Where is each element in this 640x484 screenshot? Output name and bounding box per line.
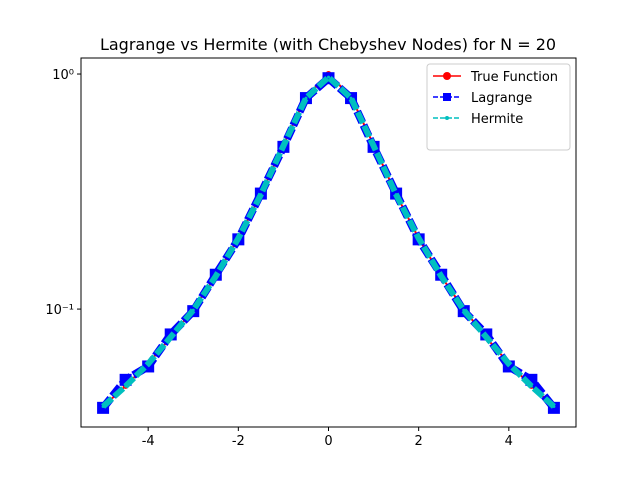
point (304, 96, 308, 100)
legend-marker (443, 93, 451, 101)
legend: True Function Lagrange Hermite (426, 63, 571, 151)
point (236, 236, 240, 240)
point (191, 308, 195, 312)
point (349, 96, 353, 100)
point (372, 144, 376, 148)
y-tick-label: 10⁰ (52, 68, 74, 83)
point (101, 405, 105, 409)
point (146, 362, 150, 366)
legend-label: True Function (470, 70, 558, 85)
x-tick-label: -2 (232, 434, 245, 449)
x-tick-label: 4 (505, 434, 513, 449)
point (484, 335, 488, 339)
x-tick-label: 2 (415, 434, 423, 449)
x-tick-label: 0 (324, 434, 332, 449)
point (552, 405, 556, 409)
point (462, 308, 466, 312)
point (439, 274, 443, 278)
point (529, 384, 533, 388)
point (327, 75, 330, 79)
point (259, 193, 263, 197)
legend-marker (445, 116, 449, 120)
point (417, 236, 421, 240)
legend-label: Lagrange (471, 91, 532, 106)
legend-label: Hermite (471, 112, 523, 127)
chart-title: Lagrange vs Hermite (with Chebyshev Node… (100, 35, 556, 54)
point (214, 274, 218, 278)
point (124, 384, 128, 388)
point (394, 193, 398, 197)
x-tick-label: -4 (142, 434, 155, 449)
legend-marker (443, 72, 451, 80)
point (507, 362, 511, 366)
y-tick-label: 10⁻¹ (45, 303, 74, 318)
series-line (101, 74, 556, 409)
point (169, 335, 173, 339)
point (281, 144, 285, 148)
legend-box (426, 63, 571, 151)
